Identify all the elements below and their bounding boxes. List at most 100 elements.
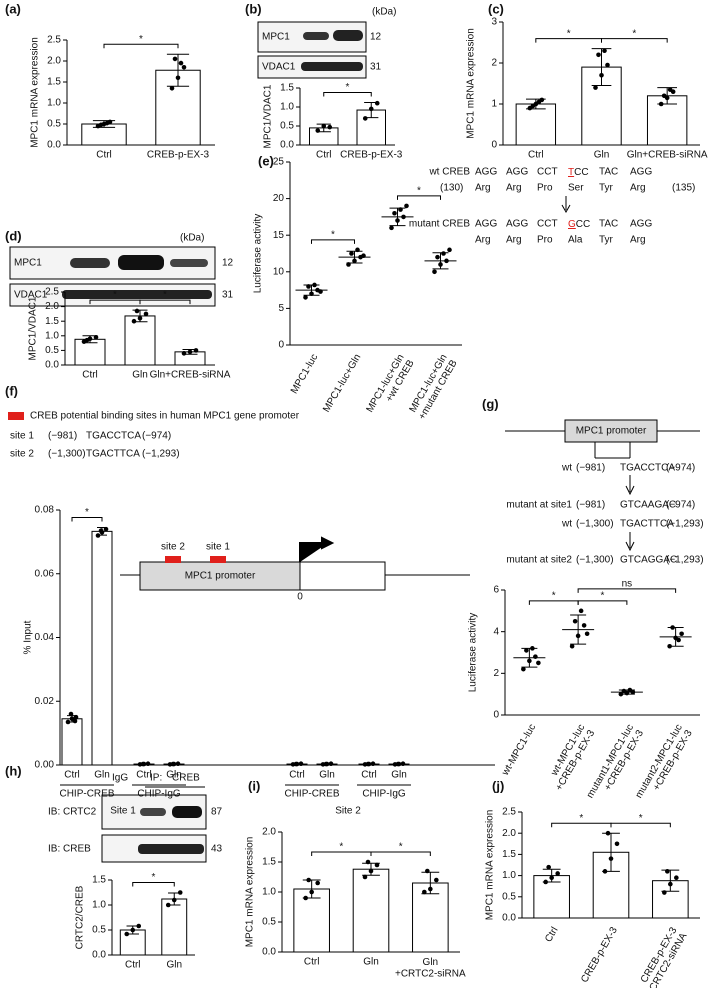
significance-bracket: [577, 600, 628, 605]
y-tick-label: 0.0: [280, 140, 294, 151]
significance-label: ns: [622, 578, 633, 589]
y-tick-label: 2: [491, 58, 497, 69]
y-tick-label: 2.0: [502, 828, 516, 839]
bar: [293, 888, 330, 953]
significance-label: *: [632, 28, 636, 39]
y-axis-label: Luciferase activity: [253, 214, 264, 293]
data-point: [98, 528, 104, 534]
amino-acid: Arg: [475, 235, 491, 246]
data-point: [365, 761, 371, 767]
data-point: [618, 691, 624, 697]
data-point: [555, 871, 560, 876]
data-point: [181, 65, 187, 70]
data-point: [530, 646, 535, 651]
data-point: [438, 262, 443, 267]
data-point: [368, 868, 374, 874]
site-seq: TGACCTCA: [86, 431, 141, 442]
blot-unit: (kDa): [372, 7, 396, 18]
data-point: [72, 718, 78, 724]
site-start: (−981): [48, 431, 77, 442]
x-tick-label: Ctrl: [528, 150, 544, 161]
seq-name: mutant at site2: [506, 555, 572, 566]
y-tick-label: 2.5: [502, 807, 516, 818]
seq-name: wt: [561, 463, 572, 474]
significance-label: *: [331, 229, 335, 240]
x-tick-label: Ctrl: [82, 370, 98, 381]
y-tick-label: 10: [273, 266, 285, 277]
arrow: [561, 196, 571, 214]
data-point: [608, 856, 614, 861]
promoter-bracket: [594, 442, 631, 459]
data-point: [352, 258, 357, 264]
x-tick-label: Gln: [319, 770, 335, 781]
amino-acid: Arg: [506, 183, 522, 194]
blot-band: [301, 62, 363, 71]
y-axis-label: MPC1/VDAC1: [263, 84, 274, 148]
seq-end: (−1,293): [666, 555, 704, 566]
x-tick-label: Ctrl: [304, 957, 320, 968]
significance-label: *: [552, 590, 556, 601]
seq-seq: TGACCTCA: [620, 463, 675, 474]
codon: TAC: [599, 219, 618, 230]
data-point: [605, 830, 611, 836]
y-tick-label: 2.0: [45, 301, 59, 312]
data-point: [95, 533, 101, 538]
bar: [161, 898, 188, 956]
blot-kda: 31: [370, 62, 382, 73]
tss-arrow: [299, 536, 335, 562]
data-point: [315, 880, 320, 886]
x-tick-label: Gln: [94, 770, 110, 781]
codon: AGG: [506, 219, 528, 230]
legend-title: CREB potential binding sites in human MP…: [30, 411, 300, 422]
site-end: (−1,293): [142, 449, 180, 460]
panel-label: (c): [488, 1, 504, 16]
y-tick-label: 0.04: [35, 632, 55, 643]
data-point: [349, 251, 354, 256]
data-point: [670, 625, 675, 630]
bar: [124, 315, 156, 366]
significance-bracket: [577, 588, 677, 593]
x-tick-label: MPC1-luc+Gln: [321, 352, 363, 414]
significance-label: *: [346, 82, 350, 93]
y-tick-label: 0.0: [92, 950, 106, 961]
data-point: [441, 251, 446, 256]
y-axis-label: MPC1 mRNA expression: [466, 28, 477, 139]
blot-kda: 43: [211, 844, 223, 855]
data-point: [533, 654, 538, 659]
blot-band: [303, 32, 329, 40]
y-tick-label: 0.5: [47, 119, 61, 130]
x-tick-label: Ctrl: [361, 770, 377, 781]
data-point: [134, 308, 140, 314]
data-point: [98, 122, 104, 128]
blot-band: [140, 808, 166, 816]
y-tick-label: 1.5: [47, 77, 61, 88]
data-point: [130, 927, 136, 933]
codon: AGG: [630, 219, 652, 230]
site-name: site 1: [10, 431, 34, 442]
data-point: [401, 214, 406, 220]
data-point: [293, 761, 299, 767]
seq-name: mutant at site1: [506, 500, 572, 511]
y-tick-label: 0.00: [35, 760, 55, 771]
blot-band: [62, 290, 212, 299]
bar: [61, 718, 83, 766]
codon: AGG: [506, 167, 528, 178]
data-point: [193, 348, 199, 353]
site-marker: [210, 556, 226, 563]
significance-label: *: [579, 813, 583, 824]
data-point: [355, 247, 360, 253]
x-tick-label: Ctrl: [289, 770, 305, 781]
data-point: [137, 315, 143, 321]
y-axis-label: MPC1 mRNA expression: [245, 837, 256, 948]
significance-label: *: [399, 842, 403, 853]
x-tick-label: Ctrl: [316, 150, 332, 161]
data-point: [170, 761, 176, 767]
data-point: [602, 48, 607, 53]
panel-label: (e): [258, 153, 274, 168]
data-point: [584, 631, 590, 637]
data-point: [679, 631, 684, 637]
group-label: CHIP-IgG: [137, 789, 181, 800]
data-point: [524, 648, 529, 653]
data-point: [143, 311, 149, 317]
y-tick-label: 1.0: [92, 900, 106, 911]
